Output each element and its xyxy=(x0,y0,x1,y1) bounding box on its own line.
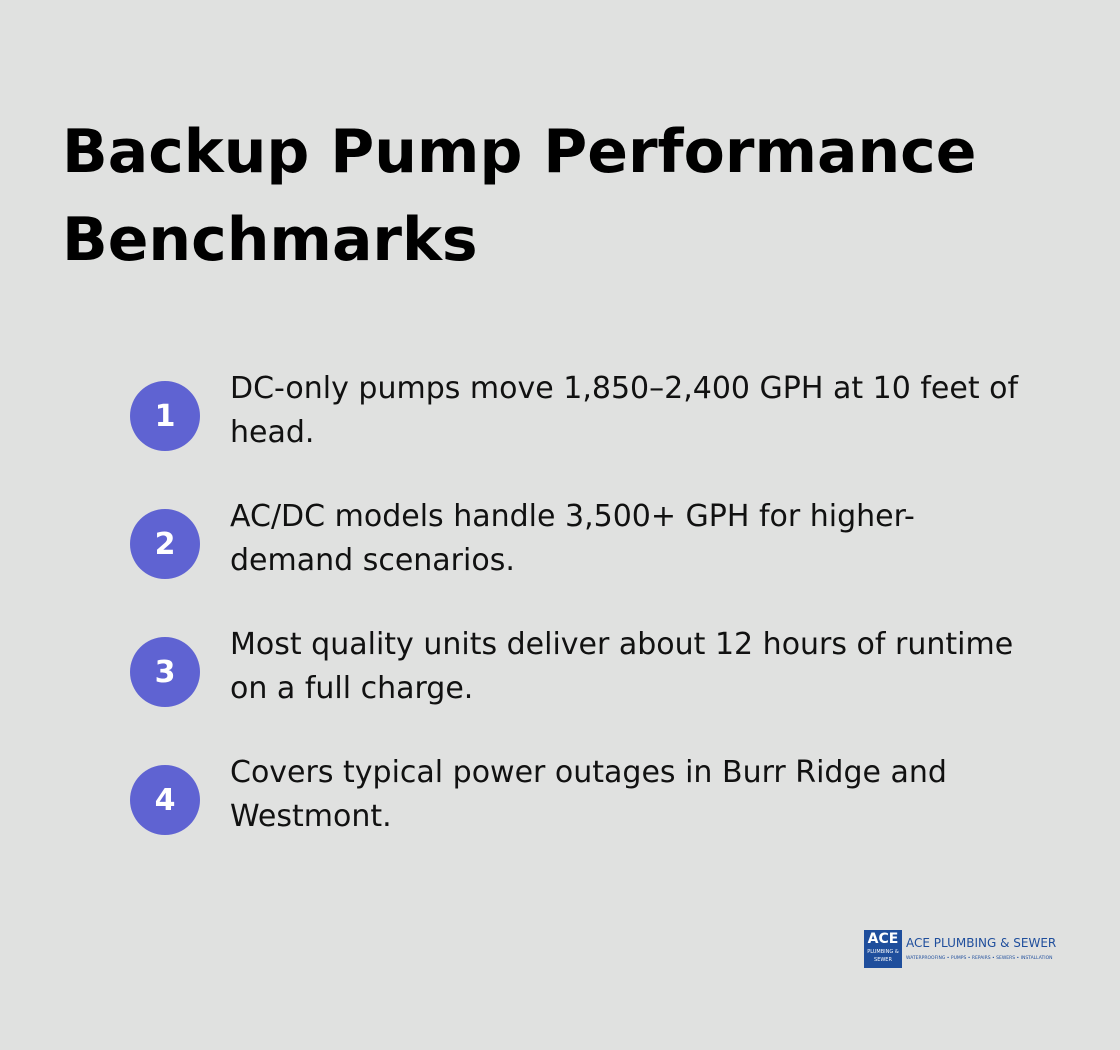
logo-badge-top: ACE xyxy=(867,931,899,947)
list-item: 1 DC-only pumps move 1,850–2,400 GPH at 1… xyxy=(130,367,1030,467)
logo-badge-bottom: PLUMBING & SEWER xyxy=(867,949,899,963)
step-text: Covers typical power outages in Burr Rid… xyxy=(230,755,947,834)
list-item: 2 AC/DC models handle 3,500+ GPH for high… xyxy=(130,495,1030,595)
step-text: DC-only pumps move 1,850–2,400 GPH at 10… xyxy=(230,371,1019,450)
title: Backup Pump Performance Benchmarks xyxy=(62,117,977,275)
logo: ACE PLUMBING & SEWER ACE PLUMBING & SEWER… xyxy=(864,930,1064,970)
logo-tagline: WATERPROOFING • PUMPS • REPAIRS • SEWERS… xyxy=(906,956,1053,961)
step-number: 3 xyxy=(130,637,200,707)
logo-name: ACE PLUMBING & SEWER xyxy=(906,936,1057,950)
step-number: 2 xyxy=(130,509,200,579)
step-text: Most quality units deliver about 12 hour… xyxy=(230,627,1014,706)
step-number: 4 xyxy=(130,765,200,835)
step-text: AC/DC models handle 3,500+ GPH for highe… xyxy=(230,499,915,578)
list-item: 4 Covers typical power outages in Burr Ri… xyxy=(130,751,1030,851)
logo-badge: ACE PLUMBING & SEWER xyxy=(864,930,902,968)
step-number: 1 xyxy=(130,381,200,451)
list-item: 3 Most quality units deliver about 12 hou… xyxy=(130,623,1030,723)
